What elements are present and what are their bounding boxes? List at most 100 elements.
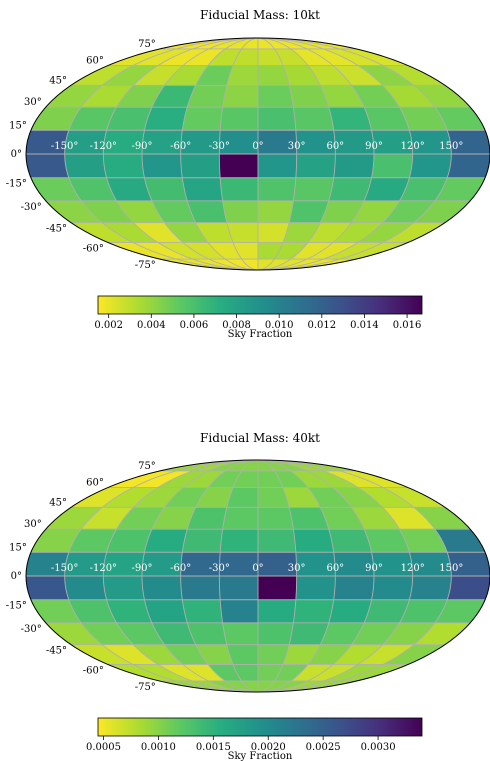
longitude-label: -60° — [170, 141, 191, 152]
latitude-label: 45° — [49, 497, 67, 508]
longitude-label: -120° — [90, 141, 117, 152]
sky-cell — [293, 106, 335, 131]
longitude-label: 30° — [288, 141, 306, 152]
longitude-label: -90° — [131, 141, 152, 152]
longitude-label: 90° — [365, 563, 383, 574]
sky-cell — [26, 153, 70, 179]
colorbar-tick-label: 0.0025 — [306, 742, 341, 753]
latitude-label: -75° — [135, 260, 156, 271]
sky-cell — [181, 528, 223, 553]
sky-cell — [181, 599, 223, 624]
colorbar-tick-label: 0.002 — [94, 320, 123, 331]
longitude-gridline — [257, 38, 452, 270]
sky-cell — [257, 507, 294, 530]
sky-cell — [257, 106, 297, 131]
sky-cell — [257, 153, 297, 179]
longitude-label: 0° — [252, 141, 263, 152]
colorbar: 0.002 0.004 0.006 0.008 0.010 0.012 0.014 0.016… — [94, 295, 423, 340]
colorbar-tick-label: 0.0015 — [196, 742, 231, 753]
sky-cell — [446, 575, 490, 601]
sky-cell — [293, 599, 335, 624]
colorbar-label: Sky Fraction — [228, 329, 293, 340]
sky-cell — [180, 153, 221, 179]
sky-cell — [295, 153, 336, 179]
sky-cell — [257, 528, 297, 553]
colorbar-ticks: 0.0005 0.0010 0.0015 0.0020 0.0025 0.0030 — [86, 736, 396, 753]
latitude-label: 45° — [49, 75, 67, 86]
longitude-label: 60° — [326, 563, 344, 574]
longitude-label: -90° — [131, 563, 152, 574]
longitude-gridline — [141, 460, 259, 692]
longitude-label: -30° — [209, 141, 230, 152]
sky-cell — [219, 177, 259, 202]
sky-cell — [295, 575, 336, 601]
latitude-label: -15° — [6, 601, 27, 612]
latitude-label: 0° — [11, 149, 22, 160]
sky-cell — [333, 153, 375, 179]
sky-cell — [371, 153, 413, 179]
latitude-label: -30° — [21, 624, 42, 635]
map-outline — [25, 459, 490, 693]
longitude-label: 120° — [401, 141, 425, 152]
colorbar-tick-label: 0.012 — [307, 320, 336, 331]
sky-cell — [219, 575, 259, 601]
longitude-gridline — [180, 460, 259, 692]
sky-cell — [64, 575, 107, 601]
sky-cell — [409, 153, 452, 179]
longitude-gridline — [257, 38, 375, 270]
longitude-label: 30° — [288, 563, 306, 574]
latitude-label: 60° — [86, 56, 104, 67]
longitude-gridline — [180, 38, 259, 270]
latitude-label: -60° — [83, 243, 104, 254]
colorbar-tick-label: 0.010 — [265, 320, 294, 331]
latitude-label: -45° — [46, 646, 67, 657]
latitude-label: 75° — [138, 461, 156, 472]
sky-cell — [103, 575, 145, 601]
sky-cell — [333, 575, 375, 601]
colorbar-tick-label: 0.004 — [137, 320, 166, 331]
latitude-label: 30° — [24, 97, 42, 108]
chart-title: Fiducial Mass: 40kt — [200, 431, 320, 445]
sky-cell — [103, 153, 145, 179]
longitude-gridline — [257, 460, 414, 692]
latitude-label: -30° — [21, 202, 42, 213]
longitude-label: 90° — [365, 141, 383, 152]
latitude-label: -75° — [135, 682, 156, 693]
longitude-gridline — [102, 38, 259, 270]
sky-cell — [219, 153, 259, 179]
colorbar-tick-label: 0.014 — [350, 320, 379, 331]
longitude-label: 60° — [326, 141, 344, 152]
colorbar-tick-label: 0.0020 — [251, 742, 286, 753]
longitude-gridline — [218, 38, 259, 270]
mollweide-map: -150° -120° -90° -60° -30° 0° 30° 60° 90° 120° 150… — [6, 459, 490, 693]
colorbar-tick-label: 0.0005 — [86, 742, 121, 753]
colorbar-tick-label: 0.016 — [393, 320, 422, 331]
sky-cell — [26, 575, 70, 601]
sky-cell — [257, 85, 294, 108]
sky-map-10kt: Fiducial Mass: 10kt -150° -120° -90° -60° -3… — [6, 8, 490, 340]
longitude-gridline — [257, 460, 375, 692]
sky-map-40kt: Fiducial Mass: 40kt -150° -120° -90° -60° -3… — [6, 431, 490, 761]
longitude-gridline — [64, 460, 259, 692]
longitude-label: -120° — [90, 563, 117, 574]
sky-cell — [222, 85, 259, 108]
longitude-gridline — [257, 460, 298, 692]
colorbar-tick-label: 0.0030 — [361, 742, 396, 753]
sky-cell — [181, 177, 223, 202]
colorbar-tick-label: 0.0010 — [141, 742, 176, 753]
colorbar: 0.0005 0.0010 0.0015 0.0020 0.0025 0.0030 Sky… — [86, 717, 423, 761]
colorbar-tick-label: 0.008 — [222, 320, 251, 331]
sky-cell — [257, 177, 297, 202]
latitude-label: -45° — [46, 224, 67, 235]
latitude-label: 60° — [86, 478, 104, 489]
colorbar-gradient — [97, 295, 423, 315]
longitude-gridline — [64, 38, 259, 270]
latitude-label: 30° — [24, 519, 42, 530]
sky-cell — [222, 507, 259, 530]
longitude-gridline — [102, 460, 259, 692]
longitude-label: -30° — [209, 563, 230, 574]
longitude-gridline — [257, 38, 414, 270]
sky-cell — [257, 575, 297, 601]
sky-cell — [293, 177, 335, 202]
